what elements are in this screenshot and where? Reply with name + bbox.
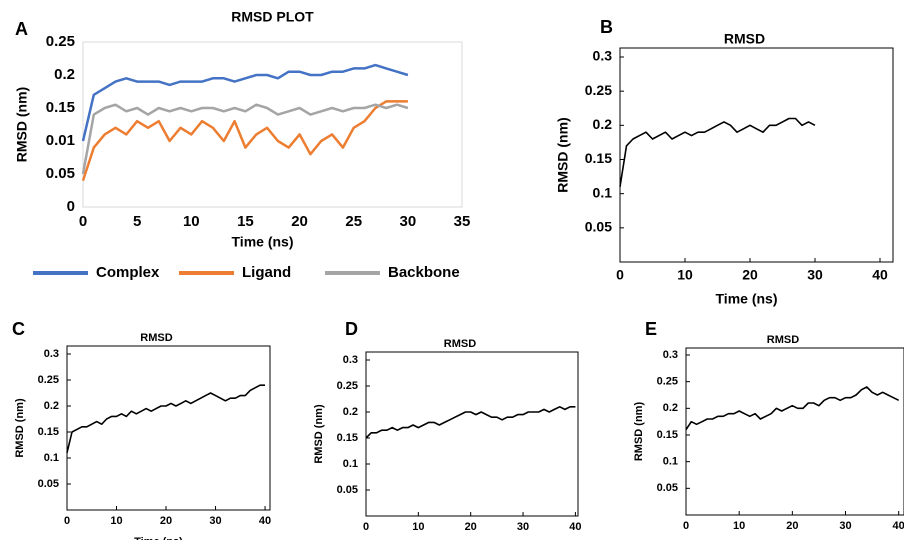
x-tick-label: 10	[412, 521, 424, 533]
x-axis-label: Time (ns)	[134, 536, 183, 540]
x-tick-label: 25	[345, 213, 362, 230]
y-tick-label: 0.3	[593, 48, 613, 64]
chart-title: RMSD	[767, 334, 799, 346]
x-axis-label: Time (ns)	[716, 291, 778, 307]
legend-label: Backbone	[388, 264, 460, 281]
y-tick-label: 0.15	[657, 429, 678, 441]
y-tick-label: 0.1	[593, 184, 613, 200]
chart-title: RMSD	[444, 338, 476, 350]
x-tick-label: 30	[517, 521, 529, 533]
panel-label: D	[345, 319, 358, 339]
series-line	[365, 406, 576, 439]
x-tick-label: 40	[872, 267, 888, 283]
y-tick-label: 0.2	[663, 402, 678, 414]
y-tick-label: 0.05	[657, 482, 678, 494]
x-tick-label: 5	[133, 213, 141, 230]
y-tick-label: 0.2	[593, 116, 613, 132]
x-tick-label: 0	[79, 213, 87, 230]
x-tick-label: 10	[677, 267, 693, 283]
series-line	[619, 117, 816, 187]
series-line	[81, 63, 409, 142]
y-tick-label: 0.25	[657, 376, 678, 388]
x-tick-label: 10	[733, 520, 745, 532]
y-tick-label: 0.3	[44, 348, 59, 360]
x-tick-label: 0	[363, 521, 369, 533]
plot-frame	[66, 345, 271, 511]
y-tick-label: 0.3	[343, 354, 358, 366]
y-tick-label: 0.15	[38, 426, 59, 438]
x-tick-label: 30	[400, 213, 417, 230]
y-tick-label: 0.05	[46, 165, 75, 182]
series-line	[685, 386, 900, 431]
y-tick-label: 0.15	[337, 432, 358, 444]
series-line	[81, 100, 408, 181]
y-tick-label: 0.1	[44, 452, 59, 464]
x-tick-label: 30	[807, 267, 823, 283]
x-tick-label: 0	[683, 520, 689, 532]
y-axis-label: RMSD (nm)	[14, 398, 26, 458]
y-tick-label: 0.3	[663, 349, 678, 361]
x-tick-label: 0	[64, 515, 70, 527]
y-tick-label: 0.25	[38, 374, 59, 386]
x-tick-label: 10	[183, 213, 200, 230]
chart-title: RMSD PLOT	[231, 9, 314, 25]
y-tick-label: 0.25	[337, 380, 358, 392]
y-axis-label: RMSD (nm)	[14, 87, 30, 162]
y-axis-label: RMSD (nm)	[555, 117, 571, 192]
plot-frame	[365, 351, 579, 517]
x-tick-label: 40	[893, 520, 904, 532]
plot-frame	[685, 347, 904, 516]
x-tick-label: 35	[454, 213, 471, 230]
x-tick-label: 40	[569, 521, 581, 533]
plot-frame	[619, 47, 894, 263]
y-tick-label: 0	[67, 198, 75, 215]
y-tick-label: 0.15	[585, 150, 612, 166]
x-tick-label: 0	[616, 267, 624, 283]
x-tick-label: 20	[160, 515, 172, 527]
legend-label: Complex	[96, 264, 160, 281]
x-tick-label: 20	[786, 520, 798, 532]
chart-title: RMSD	[140, 332, 172, 344]
y-tick-label: 0.2	[44, 400, 59, 412]
x-tick-label: 20	[291, 213, 308, 230]
y-tick-label: 0.25	[46, 33, 75, 50]
x-tick-label: 30	[839, 520, 851, 532]
x-tick-label: 15	[237, 213, 254, 230]
y-tick-label: 0.1	[663, 456, 678, 468]
y-axis-label: RMSD (nm)	[633, 402, 645, 462]
panel-label: B	[600, 17, 613, 37]
x-tick-label: 40	[259, 515, 271, 527]
chart-title: RMSD	[724, 31, 765, 47]
y-tick-label: 0.15	[46, 99, 75, 116]
panel-label: E	[645, 319, 657, 339]
y-tick-label: 0.01	[46, 132, 75, 149]
y-tick-label: 0.05	[337, 484, 358, 496]
x-tick-label: 10	[110, 515, 122, 527]
y-tick-label: 0.1	[343, 458, 358, 470]
x-tick-label: 20	[742, 267, 758, 283]
y-tick-label: 0.2	[343, 406, 358, 418]
plot-frame	[82, 41, 463, 208]
x-tick-label: 30	[209, 515, 221, 527]
legend-label: Ligand	[242, 264, 291, 281]
series-line	[81, 103, 409, 175]
y-tick-label: 0.25	[585, 82, 612, 98]
x-tick-label: 20	[465, 521, 477, 533]
panel-label: A	[15, 19, 28, 39]
series-line	[66, 384, 265, 453]
y-tick-label: 0.05	[38, 478, 59, 490]
y-axis-label: RMSD (nm)	[313, 404, 325, 464]
y-tick-label: 0.2	[54, 66, 75, 83]
panel-label: C	[12, 319, 25, 339]
x-axis-label: Time (ns)	[232, 234, 294, 250]
y-tick-label: 0.05	[585, 219, 612, 235]
